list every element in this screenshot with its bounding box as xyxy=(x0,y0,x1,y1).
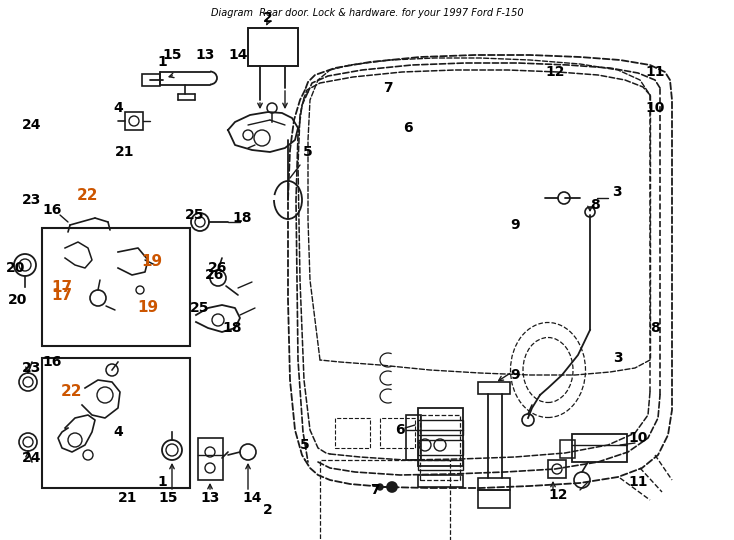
Text: 16: 16 xyxy=(43,355,62,369)
Text: 15: 15 xyxy=(159,491,178,505)
Text: 19: 19 xyxy=(142,254,162,269)
Bar xyxy=(320,460,450,540)
Text: 4: 4 xyxy=(113,101,123,115)
Text: 17: 17 xyxy=(51,287,73,302)
Bar xyxy=(42,228,190,346)
Bar xyxy=(478,490,510,508)
Text: 22: 22 xyxy=(77,187,99,202)
Text: 24: 24 xyxy=(22,118,42,132)
Text: 24: 24 xyxy=(22,451,42,465)
Text: 13: 13 xyxy=(195,48,214,62)
Text: 9: 9 xyxy=(510,218,520,232)
Text: 8: 8 xyxy=(590,198,600,212)
Text: 5: 5 xyxy=(300,438,310,452)
Text: 11: 11 xyxy=(645,65,665,79)
Text: 26: 26 xyxy=(208,261,228,275)
Bar xyxy=(418,475,463,487)
Text: 25: 25 xyxy=(185,208,205,222)
Bar xyxy=(418,460,463,470)
Text: 18: 18 xyxy=(232,211,252,225)
Text: 13: 13 xyxy=(200,491,219,505)
Bar xyxy=(248,28,298,66)
Text: 7: 7 xyxy=(383,81,393,95)
Bar xyxy=(418,408,463,466)
Text: 23: 23 xyxy=(22,361,42,375)
Text: 9: 9 xyxy=(510,368,520,382)
Bar xyxy=(478,478,510,490)
Text: 6: 6 xyxy=(395,423,405,437)
Bar xyxy=(548,460,566,478)
Text: 1: 1 xyxy=(157,55,167,69)
Text: 20: 20 xyxy=(8,293,28,307)
Text: 12: 12 xyxy=(548,488,568,502)
Bar xyxy=(380,418,415,448)
Text: 1: 1 xyxy=(157,475,167,489)
Bar xyxy=(418,420,463,435)
Text: 17: 17 xyxy=(51,280,73,295)
Text: 5: 5 xyxy=(303,145,313,159)
Text: 8: 8 xyxy=(650,321,660,335)
Bar xyxy=(406,415,421,460)
Text: 21: 21 xyxy=(118,491,138,505)
Bar xyxy=(418,440,463,455)
Text: Diagram  Rear door. Lock & hardware. for your 1997 Ford F-150: Diagram Rear door. Lock & hardware. for … xyxy=(211,8,523,18)
Text: 10: 10 xyxy=(628,431,647,445)
Text: 11: 11 xyxy=(628,475,647,489)
Bar xyxy=(198,438,223,480)
Text: 6: 6 xyxy=(403,121,413,135)
Text: 18: 18 xyxy=(222,321,241,335)
Text: 10: 10 xyxy=(645,101,665,115)
Circle shape xyxy=(387,482,397,492)
Bar xyxy=(42,358,190,488)
Text: 2: 2 xyxy=(263,503,273,517)
Circle shape xyxy=(377,484,383,490)
Text: 25: 25 xyxy=(190,301,210,315)
Text: 14: 14 xyxy=(242,491,262,505)
Bar xyxy=(142,74,160,86)
Bar xyxy=(420,415,460,480)
Text: 4: 4 xyxy=(113,425,123,439)
Text: 7: 7 xyxy=(370,483,379,497)
Text: 23: 23 xyxy=(22,193,42,207)
Text: 3: 3 xyxy=(613,351,623,365)
Text: 12: 12 xyxy=(545,65,564,79)
Text: 15: 15 xyxy=(162,48,182,62)
Text: 19: 19 xyxy=(137,300,159,315)
Text: 20: 20 xyxy=(7,261,26,275)
Text: 3: 3 xyxy=(612,185,622,199)
Text: 21: 21 xyxy=(115,145,135,159)
Bar xyxy=(125,112,143,130)
Bar xyxy=(572,434,627,462)
Text: 14: 14 xyxy=(228,48,248,62)
Text: 26: 26 xyxy=(206,268,225,282)
Text: 2: 2 xyxy=(263,11,273,25)
Bar xyxy=(478,382,510,394)
Bar xyxy=(335,418,370,448)
Text: 16: 16 xyxy=(43,203,62,217)
Text: 22: 22 xyxy=(61,384,83,400)
Bar xyxy=(560,440,575,458)
